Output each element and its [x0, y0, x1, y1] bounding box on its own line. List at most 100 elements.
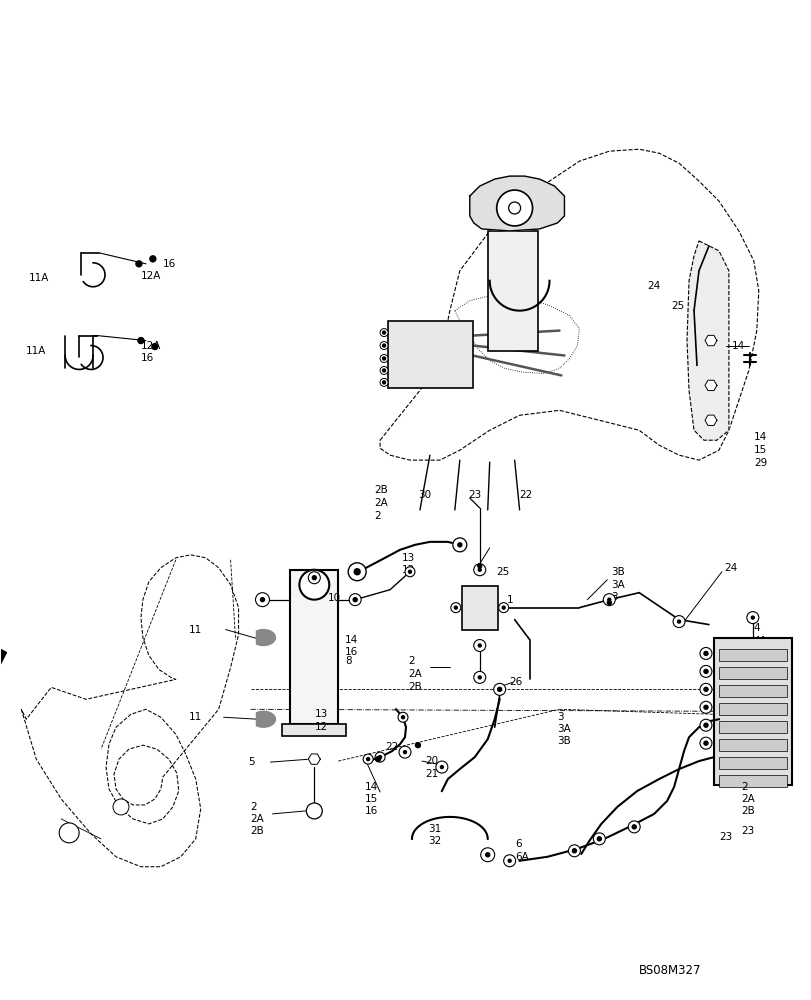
Polygon shape: [256, 630, 275, 645]
Bar: [282, 724, 345, 736]
Text: 23: 23: [718, 832, 732, 842]
Circle shape: [382, 369, 385, 372]
Circle shape: [699, 701, 711, 713]
Text: 13: 13: [401, 553, 414, 563]
Bar: [718, 721, 786, 733]
Text: 14: 14: [753, 432, 766, 442]
Circle shape: [704, 742, 706, 745]
Text: 2B: 2B: [740, 806, 753, 816]
Polygon shape: [256, 711, 275, 727]
Circle shape: [572, 849, 576, 853]
Circle shape: [703, 651, 707, 655]
Circle shape: [672, 616, 684, 628]
Circle shape: [306, 803, 322, 819]
Text: 2B: 2B: [251, 826, 264, 836]
Circle shape: [382, 331, 385, 334]
Text: 11A: 11A: [26, 346, 46, 356]
Circle shape: [699, 737, 711, 749]
Bar: [718, 649, 786, 661]
Text: 16: 16: [365, 806, 378, 816]
Text: 22: 22: [384, 742, 398, 752]
Text: 14: 14: [365, 782, 378, 792]
Text: 2A: 2A: [407, 669, 421, 679]
Circle shape: [632, 825, 636, 829]
Text: 2B: 2B: [374, 485, 388, 495]
Circle shape: [704, 670, 706, 673]
Circle shape: [453, 538, 466, 552]
Circle shape: [378, 756, 381, 759]
Circle shape: [676, 620, 680, 623]
Circle shape: [473, 671, 485, 683]
Bar: [290, 570, 338, 724]
Text: 32: 32: [427, 836, 440, 846]
Circle shape: [150, 256, 156, 262]
Circle shape: [401, 716, 404, 719]
Text: 20: 20: [424, 756, 437, 766]
Circle shape: [363, 754, 372, 764]
Circle shape: [699, 719, 711, 731]
Circle shape: [152, 344, 157, 350]
Circle shape: [478, 568, 481, 571]
Circle shape: [496, 190, 532, 226]
Circle shape: [380, 354, 388, 362]
Bar: [718, 667, 786, 679]
Circle shape: [597, 837, 600, 840]
Circle shape: [699, 665, 711, 677]
Circle shape: [457, 543, 461, 547]
Circle shape: [628, 821, 639, 833]
Text: 14: 14: [345, 635, 358, 645]
Text: 24: 24: [646, 281, 659, 291]
Text: 2: 2: [374, 511, 380, 521]
Text: 16: 16: [141, 353, 154, 363]
Circle shape: [382, 344, 385, 347]
Text: 2B: 2B: [407, 682, 421, 692]
Circle shape: [501, 606, 504, 609]
Circle shape: [699, 683, 711, 695]
Polygon shape: [686, 241, 728, 440]
Circle shape: [632, 825, 635, 828]
Circle shape: [508, 202, 520, 214]
Circle shape: [415, 743, 420, 748]
Circle shape: [703, 741, 707, 745]
Circle shape: [408, 570, 411, 573]
Circle shape: [354, 598, 356, 601]
Bar: [718, 739, 786, 751]
Circle shape: [380, 329, 388, 337]
Circle shape: [508, 859, 510, 862]
Text: BS08M327: BS08M327: [638, 964, 701, 977]
Polygon shape: [704, 380, 716, 391]
Circle shape: [704, 706, 706, 709]
Circle shape: [375, 757, 380, 762]
Polygon shape: [704, 415, 716, 425]
Circle shape: [703, 687, 707, 691]
Text: 3: 3: [557, 712, 564, 722]
Text: 6A: 6A: [515, 852, 529, 862]
Circle shape: [59, 823, 79, 843]
Circle shape: [750, 616, 753, 619]
Text: 2A: 2A: [251, 814, 264, 824]
Text: 12: 12: [401, 565, 414, 575]
Circle shape: [135, 261, 142, 267]
Polygon shape: [308, 754, 320, 764]
Bar: [713, 638, 791, 785]
Circle shape: [473, 640, 485, 651]
Text: 22: 22: [519, 490, 532, 500]
Text: 12A: 12A: [141, 271, 161, 281]
Text: 15: 15: [365, 794, 378, 804]
Circle shape: [454, 606, 457, 609]
Text: 29: 29: [753, 458, 766, 468]
Text: 2: 2: [407, 656, 414, 666]
Circle shape: [573, 849, 575, 852]
Circle shape: [354, 569, 360, 575]
Text: 13: 13: [315, 709, 328, 719]
Text: 12: 12: [315, 722, 328, 732]
Circle shape: [312, 576, 316, 580]
Circle shape: [493, 683, 505, 695]
Text: 26: 26: [509, 677, 522, 687]
Text: 2: 2: [251, 802, 257, 812]
Text: 2A: 2A: [740, 794, 753, 804]
Text: 16: 16: [345, 647, 358, 657]
Circle shape: [703, 723, 707, 727]
Text: 8: 8: [345, 656, 351, 666]
Text: 31: 31: [427, 824, 440, 834]
